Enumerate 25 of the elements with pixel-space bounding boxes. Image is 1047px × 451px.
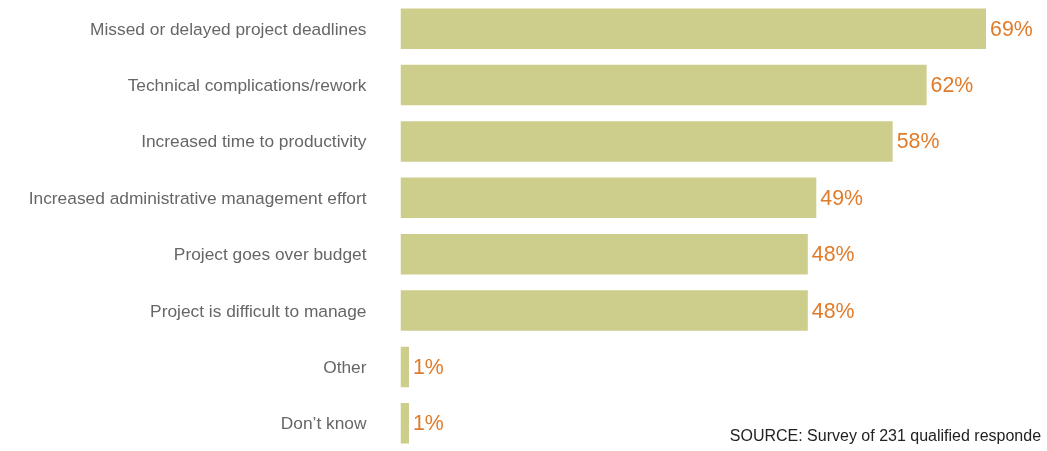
bar: [400, 177, 817, 219]
bar: [400, 346, 409, 388]
y-tick-label: Increased administrative management effort: [28, 187, 367, 208]
data-label: 49%: [820, 185, 864, 210]
data-label: 48%: [811, 298, 855, 323]
data-label: 62%: [930, 73, 974, 98]
bar: [400, 121, 893, 162]
data-label: 58%: [896, 129, 940, 154]
data-label: 1%: [412, 354, 444, 379]
data-label: 48%: [811, 242, 855, 267]
y-tick-label: Don’t know: [280, 413, 367, 434]
bar: [400, 64, 927, 106]
bar: [400, 403, 409, 444]
bar: [400, 8, 987, 49]
data-label: 1%: [412, 411, 444, 436]
y-tick-label: Increased time to productivity: [141, 131, 367, 152]
y-tick-label: Technical complications/rework: [127, 75, 367, 96]
y-tick-label: Project goes over budget: [173, 244, 367, 265]
y-tick-label: Other: [323, 356, 367, 377]
y-tick-label: Project is difficult to manage: [150, 300, 367, 321]
bar: [400, 290, 808, 331]
bar: [400, 233, 808, 275]
annotation: SOURCE: Survey of 231 qualified responde: [729, 426, 1042, 444]
data-label: 69%: [990, 16, 1033, 41]
y-tick-label: Missed or delayed project deadlines: [90, 18, 367, 39]
